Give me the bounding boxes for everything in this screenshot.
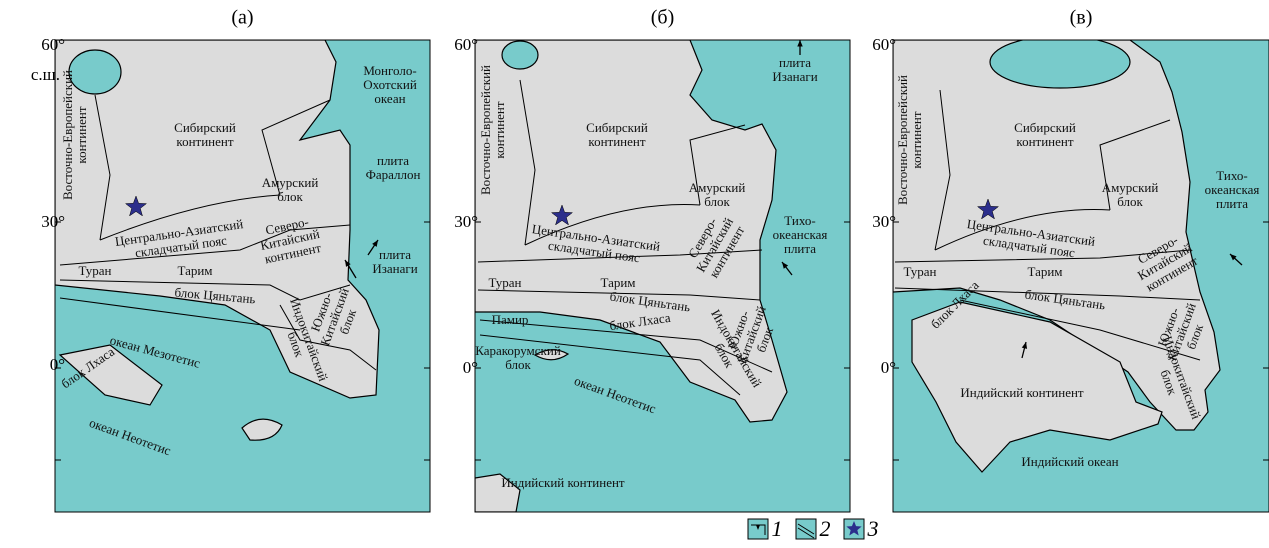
map-label: Памир (492, 313, 529, 327)
sea-inlet (502, 41, 538, 69)
legend-label: 2 (820, 516, 831, 542)
map-label: Сибирский континент (586, 121, 648, 149)
latitude-label: 60° (846, 35, 896, 55)
panel-body (893, 36, 1269, 512)
map-label: Туран (78, 264, 111, 278)
panel (893, 36, 1269, 512)
map-label: Туран (903, 265, 936, 279)
latitude-label: 30° (846, 212, 896, 232)
map-label: Амурский блок (262, 176, 319, 204)
map-label: Амурский блок (689, 181, 746, 209)
map-label: Каракорумский блок (475, 344, 561, 372)
panel (475, 40, 850, 512)
map-label: Сибирский континент (174, 121, 236, 149)
panel-title: (в) (1051, 7, 1111, 30)
latitude-label: 30° (428, 212, 478, 232)
map-label: Тарим (177, 264, 212, 278)
legend-label: 1 (772, 516, 783, 542)
latitude-label: 0° (428, 358, 478, 378)
map-label: Восточно-Европейский континент (479, 65, 507, 195)
map-label: Сибирский континент (1014, 121, 1076, 149)
map-label: Восточно-Европейский континент (896, 75, 924, 205)
latitude-label: 30° (15, 212, 65, 232)
map-label: Амурский блок (1102, 181, 1159, 209)
sea-inlet (990, 36, 1130, 88)
map-label: плита Изанаги (372, 248, 417, 276)
map-label: Тарим (1027, 265, 1062, 279)
latitude-label: 60° (15, 35, 65, 55)
map-label: Тихо- океанская плита (1205, 169, 1260, 211)
map-label: Восточно-Европейский континент (61, 70, 89, 200)
map-label: плита Фараллон (366, 154, 421, 182)
map-label: Тарим (600, 276, 635, 290)
map-label: Индийский океан (1021, 455, 1118, 469)
latitude-label: 0° (15, 355, 65, 375)
map-label: Монголо- Охотский океан (363, 64, 417, 106)
panel-title: (б) (633, 7, 693, 30)
map-label: плита Изанаги (772, 56, 817, 84)
latitude-label: 0° (846, 358, 896, 378)
map-label: Индийский континент (960, 386, 1083, 400)
map-label: Тихо- океанская плита (773, 214, 828, 256)
latitude-label: 60° (428, 35, 478, 55)
map-label: Индийский континент (501, 476, 624, 490)
latitude-label: с.ш. (10, 65, 60, 85)
panel-body (475, 40, 850, 512)
legend-label: 3 (868, 516, 879, 542)
panel-title: (а) (213, 7, 273, 30)
map-label: Туран (488, 276, 521, 290)
figure: (а)60°с.ш.30°0°Восточно-Европейский конт… (0, 0, 1269, 548)
